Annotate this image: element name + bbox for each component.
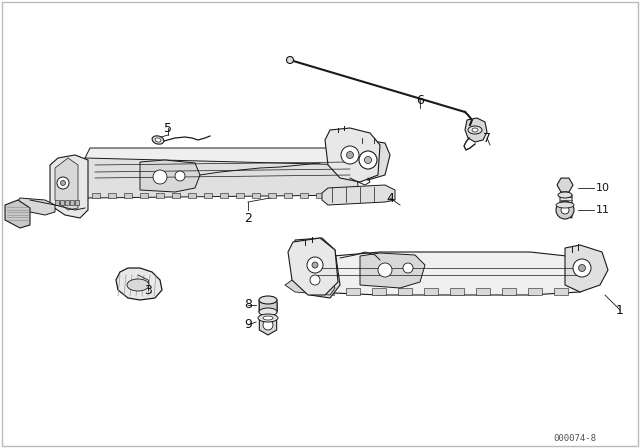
Circle shape	[263, 320, 273, 330]
Ellipse shape	[259, 296, 277, 304]
Text: 6: 6	[416, 94, 424, 107]
Polygon shape	[55, 200, 59, 205]
Polygon shape	[92, 193, 100, 198]
Polygon shape	[85, 158, 358, 198]
Text: 11: 11	[596, 205, 610, 215]
Polygon shape	[172, 193, 180, 198]
Circle shape	[61, 181, 65, 185]
Circle shape	[365, 156, 371, 164]
Polygon shape	[70, 200, 74, 205]
Polygon shape	[557, 178, 573, 192]
Polygon shape	[398, 288, 412, 295]
Polygon shape	[55, 158, 78, 210]
Polygon shape	[346, 288, 360, 295]
Polygon shape	[295, 238, 340, 298]
Circle shape	[153, 170, 167, 184]
Text: 5: 5	[164, 121, 172, 134]
Circle shape	[341, 146, 359, 164]
Circle shape	[556, 201, 574, 219]
Text: 1: 1	[616, 303, 624, 316]
Ellipse shape	[152, 136, 164, 144]
Text: 4: 4	[386, 191, 394, 204]
Polygon shape	[50, 155, 88, 218]
Polygon shape	[65, 200, 69, 205]
Polygon shape	[5, 200, 30, 228]
Ellipse shape	[263, 316, 273, 320]
Polygon shape	[316, 193, 324, 198]
Polygon shape	[565, 245, 608, 292]
Text: 8: 8	[244, 298, 252, 311]
Polygon shape	[300, 193, 308, 198]
Polygon shape	[288, 238, 338, 295]
Polygon shape	[252, 193, 260, 198]
Polygon shape	[358, 136, 378, 143]
Polygon shape	[204, 193, 212, 198]
Circle shape	[359, 151, 377, 169]
Polygon shape	[528, 288, 542, 295]
Polygon shape	[450, 288, 464, 295]
Polygon shape	[305, 252, 600, 295]
Polygon shape	[188, 193, 196, 198]
Polygon shape	[424, 288, 438, 295]
Polygon shape	[502, 288, 516, 295]
Ellipse shape	[259, 308, 277, 316]
Ellipse shape	[258, 314, 278, 322]
Polygon shape	[560, 195, 572, 218]
Polygon shape	[124, 193, 132, 198]
Ellipse shape	[472, 128, 478, 132]
Text: 7: 7	[483, 132, 491, 145]
Polygon shape	[220, 193, 228, 198]
Circle shape	[312, 262, 318, 268]
Circle shape	[579, 264, 586, 271]
Circle shape	[346, 151, 353, 159]
Circle shape	[307, 257, 323, 273]
Polygon shape	[476, 288, 490, 295]
Text: 9: 9	[244, 319, 252, 332]
Polygon shape	[284, 193, 292, 198]
Polygon shape	[108, 193, 116, 198]
Polygon shape	[60, 200, 64, 205]
Circle shape	[287, 56, 294, 64]
Polygon shape	[360, 253, 425, 288]
Circle shape	[573, 259, 591, 277]
Text: 3: 3	[144, 284, 152, 297]
Polygon shape	[140, 160, 200, 192]
Polygon shape	[259, 315, 276, 335]
Polygon shape	[236, 193, 244, 198]
Polygon shape	[85, 148, 360, 168]
Ellipse shape	[468, 126, 482, 134]
Circle shape	[403, 263, 413, 273]
Ellipse shape	[556, 202, 574, 208]
Circle shape	[378, 263, 392, 277]
Polygon shape	[332, 193, 340, 198]
Polygon shape	[554, 288, 568, 295]
Ellipse shape	[127, 279, 149, 291]
Text: 000074-8: 000074-8	[554, 434, 596, 443]
Polygon shape	[320, 288, 334, 295]
Text: 10: 10	[596, 183, 610, 193]
Circle shape	[175, 171, 185, 181]
Circle shape	[310, 275, 320, 285]
Polygon shape	[75, 200, 79, 205]
Polygon shape	[15, 198, 55, 215]
Polygon shape	[156, 193, 164, 198]
Polygon shape	[325, 128, 380, 182]
Polygon shape	[268, 193, 276, 198]
Polygon shape	[350, 140, 390, 180]
Polygon shape	[285, 278, 335, 295]
Text: 2: 2	[244, 211, 252, 224]
Polygon shape	[372, 288, 386, 295]
Ellipse shape	[558, 192, 572, 198]
Circle shape	[561, 206, 569, 214]
Circle shape	[57, 177, 69, 189]
Ellipse shape	[155, 138, 161, 142]
Polygon shape	[322, 185, 395, 205]
Polygon shape	[140, 193, 148, 198]
Polygon shape	[116, 268, 162, 300]
Polygon shape	[465, 118, 487, 142]
Polygon shape	[259, 300, 277, 316]
